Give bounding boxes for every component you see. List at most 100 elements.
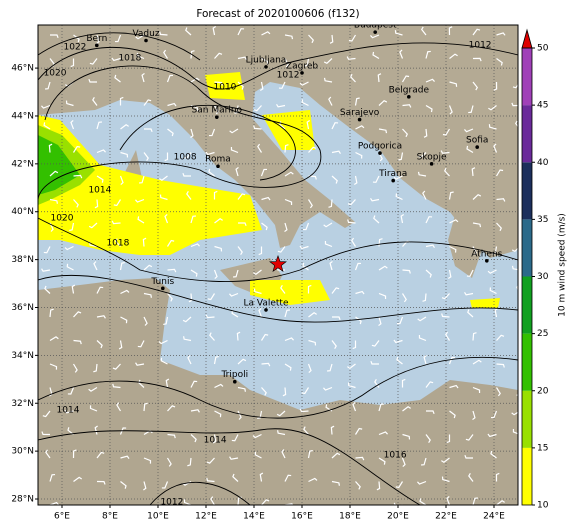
wind-barb: [182, 172, 191, 177]
wind-barb: [378, 431, 388, 436]
wind-barb: [233, 269, 239, 278]
wind-barb: [185, 27, 192, 36]
wind-barb: [212, 26, 217, 36]
wind-barb: [258, 308, 263, 318]
wind-barb: [119, 262, 125, 271]
wind-barb: [422, 190, 427, 200]
isobar-label: 1014: [204, 436, 227, 446]
wind-barb: [88, 78, 97, 83]
wind-barb: [261, 362, 271, 367]
city-label: Zagreb: [286, 61, 318, 71]
wind-barb: [402, 269, 411, 274]
wind-barb: [402, 433, 411, 440]
isobar-label: 1008: [174, 153, 197, 163]
wind-barb: [166, 457, 172, 467]
wind-barb: [330, 425, 335, 435]
wind-barb: [494, 308, 499, 318]
wind-barb: [496, 198, 506, 202]
city-dot: [264, 308, 268, 312]
x-tick-label: 24°E: [483, 512, 505, 522]
wind-barb: [111, 57, 121, 62]
wind-barb: [66, 263, 74, 271]
wind-barb: [73, 311, 82, 318]
wind-barb: [232, 473, 239, 482]
wind-barb: [160, 357, 168, 365]
y-tick-label: 36°N: [11, 303, 34, 313]
wind-barb: [143, 292, 152, 298]
wind-barb: [423, 354, 427, 365]
wind-barb: [237, 386, 246, 392]
colorbar-tick-label: 40: [537, 158, 549, 168]
wind-barb: [49, 501, 60, 505]
isobar-label: 1022: [64, 43, 87, 53]
isobar: [38, 65, 322, 201]
wind-barb: [89, 58, 98, 65]
city-label: Vaduz: [132, 29, 159, 39]
wind-barb: [308, 146, 317, 153]
wind-barb: [43, 122, 51, 130]
wind-barb: [329, 260, 333, 271]
wind-barb: [167, 268, 177, 273]
wind-barb: [395, 193, 403, 201]
wind-barb: [347, 363, 356, 369]
wind-barb: [190, 50, 195, 59]
wind-barb: [114, 74, 121, 83]
wind-barb: [284, 171, 294, 177]
map-frame: [37, 24, 519, 506]
wind-barb: [495, 169, 504, 177]
wind-barb: [425, 434, 431, 443]
city-dot: [378, 151, 382, 155]
wind-barb: [261, 387, 267, 396]
city-label: La Valette: [244, 298, 289, 308]
wind-barb: [328, 96, 333, 106]
wind-barb: [487, 269, 497, 274]
wind-barb: [64, 410, 74, 414]
wind-barb: [135, 198, 145, 203]
wind-barb: [302, 222, 310, 231]
city-dot: [95, 43, 99, 48]
axes: 6°E 8°E 10°E 12°E 14°E 16°E 18°E 20°E 22°E 24°E 28…: [11, 64, 505, 522]
wind-barb: [355, 316, 362, 325]
wind-barb: [493, 143, 498, 153]
wind-barb: [167, 102, 177, 107]
wind-barb: [350, 73, 356, 83]
wind-barb: [284, 363, 292, 371]
wind-barb: [417, 480, 427, 485]
city-label: Tirana: [378, 169, 407, 179]
x-tick-label: 20°E: [387, 512, 409, 522]
wind-barb: [327, 363, 333, 372]
wind-barb: [355, 125, 365, 130]
wind-barb: [187, 457, 192, 467]
wind-barb: [307, 450, 313, 459]
wind-barb: [496, 32, 506, 36]
wind-barb: [331, 150, 341, 155]
city-dot: [357, 117, 362, 122]
city-dot: [161, 286, 165, 291]
wind-barb: [253, 125, 262, 130]
wind-barb: [190, 243, 200, 248]
city-dot: [391, 178, 396, 183]
map-area: 1020 1018 1022 1012 1010 1012 1008 1014 1020 1018…: [38, 25, 518, 505]
wind-barb: [346, 56, 356, 60]
wind-barb: [49, 222, 54, 232]
wind-barb: [308, 34, 314, 44]
wind-barb: [472, 410, 476, 421]
wind-barb: [378, 128, 388, 134]
wind-barb: [119, 504, 121, 505]
wind-barb: [331, 480, 340, 486]
wind-barb: [89, 405, 98, 412]
wind-barb: [212, 434, 217, 444]
wind-barb: [399, 49, 404, 59]
wind-barb: [118, 340, 123, 350]
wind-barb: [417, 152, 427, 158]
wind-barb: [331, 287, 340, 294]
wind-barb: [163, 316, 169, 325]
wind-barb: [395, 481, 404, 489]
wind-barb: [69, 222, 75, 231]
wind-barb: [467, 309, 474, 318]
wind-barb: [93, 261, 98, 271]
wind-barb: [257, 410, 263, 419]
colorbar-segment: [522, 333, 532, 391]
wind-barb: [229, 292, 239, 297]
wind-barb: [182, 316, 192, 323]
